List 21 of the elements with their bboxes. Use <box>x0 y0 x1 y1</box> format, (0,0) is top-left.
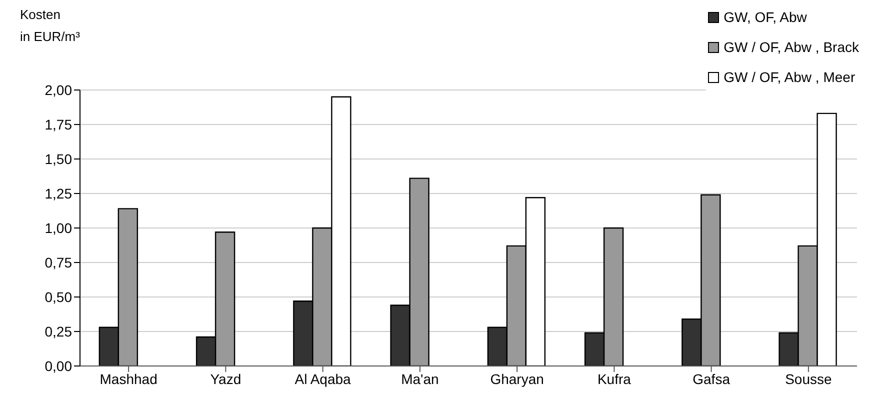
legend-label: GW / OF, Abw , Brack <box>724 39 859 55</box>
x-tick-label: Al Aqaba <box>294 370 352 387</box>
y-tick-label: 0,50 <box>44 288 72 305</box>
y-axis-title: Kosten in EUR/m³ <box>20 6 80 46</box>
y-tick-label: 1,50 <box>44 150 72 167</box>
x-tick-label: Gafsa <box>692 370 730 387</box>
x-tick-label: Kufra <box>597 370 632 387</box>
legend-label: GW, OF, Abw <box>724 9 807 25</box>
y-tick-label: 0,00 <box>44 358 72 374</box>
legend-label: GW / OF, Abw , Meer <box>724 69 856 85</box>
y-tick-label: 1,25 <box>44 185 72 202</box>
y-tick-label: 1,00 <box>44 220 72 236</box>
x-tick-label: Gharyan <box>490 370 544 387</box>
y-tick-label: 0,75 <box>44 254 72 270</box>
x-tick-label: Yazd <box>210 370 242 387</box>
y-tick-label: 2,00 <box>44 82 72 98</box>
x-tick-label: Sousse <box>785 370 832 387</box>
x-tick-label: Mashhad <box>100 370 158 387</box>
y-tick-label: 0,25 <box>44 323 72 340</box>
x-tick-label: Ma'an <box>401 370 439 387</box>
y-tick-label: 1,75 <box>44 116 72 132</box>
